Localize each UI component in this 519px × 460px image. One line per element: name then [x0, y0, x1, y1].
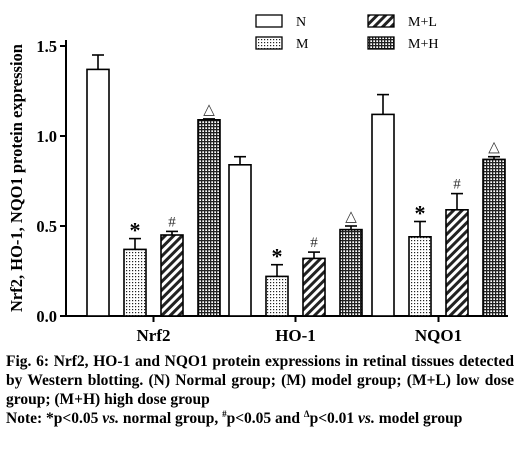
- caption-hash-sup: #: [222, 408, 227, 419]
- y-tick-label: 1.0: [36, 127, 57, 146]
- x-tick-label: HO-1: [275, 326, 316, 345]
- significance-mark: △: [203, 102, 215, 118]
- significance-mark: #: [168, 214, 176, 230]
- significance-mark: *: [130, 218, 141, 243]
- bar: [408, 236, 432, 317]
- bar: [445, 209, 469, 317]
- y-tick-label: 1.5: [36, 37, 57, 56]
- legend-swatch: [255, 36, 283, 50]
- caption-note-mid3: p<0.01: [309, 410, 359, 427]
- bar: [86, 68, 110, 317]
- legend-swatch: [255, 14, 283, 28]
- legend-label: M+H: [408, 37, 438, 52]
- bar: [228, 164, 252, 317]
- significance-mark: △: [488, 140, 500, 156]
- bar: [482, 158, 506, 317]
- significance-mark: *: [272, 244, 283, 269]
- significance-mark: △: [345, 209, 357, 225]
- figure-caption: Fig. 6: Nrf2, HO-1 and NQO1 protein expr…: [6, 352, 514, 428]
- significance-mark: #: [453, 177, 461, 193]
- bar: [160, 234, 184, 317]
- bar: [339, 228, 363, 317]
- legend-swatch: [367, 14, 395, 28]
- legend-label: N: [296, 15, 306, 30]
- bar: [371, 113, 395, 317]
- legend-label: M+L: [408, 15, 437, 30]
- significance-mark: *: [415, 201, 426, 226]
- legend-swatch: [367, 36, 395, 50]
- legend-label: M: [296, 37, 309, 52]
- significance-mark: #: [310, 235, 318, 251]
- caption-vs-1: vs.: [102, 410, 120, 427]
- y-axis-label: Nrf2, HO-1, NQO1 protein expression: [7, 44, 26, 312]
- bar: [265, 275, 289, 317]
- y-tick-label: 0.0: [36, 307, 57, 326]
- y-tick-label: 0.5: [36, 217, 57, 236]
- legend: NM M+L M+H: [255, 14, 438, 52]
- x-tick-label: Nrf2: [137, 326, 171, 345]
- bars: * # △ * # △ * # △: [86, 54, 506, 317]
- caption-delta-sup: Δ: [303, 408, 310, 419]
- x-tick-label: NQO1: [415, 326, 462, 345]
- caption-note-end: model group: [374, 410, 463, 427]
- caption-text: Fig. 6: Nrf2, HO-1 and NQO1 protein expr…: [6, 353, 514, 408]
- bar: [123, 248, 147, 317]
- bar: [197, 119, 221, 317]
- caption-note-mid2: p<0.05 and: [226, 410, 304, 427]
- caption-note-prefix: Note: *p<0.05: [6, 410, 103, 427]
- caption-note-mid1: normal group,: [119, 410, 223, 427]
- bar-chart: 0.0 0.5 1.0 1.5 Nrf2 HO-1 NQO1 * # △ * # △ * # △ NM M+L…: [7, 14, 508, 345]
- bar: [302, 257, 326, 317]
- caption-vs-2: vs.: [358, 410, 375, 427]
